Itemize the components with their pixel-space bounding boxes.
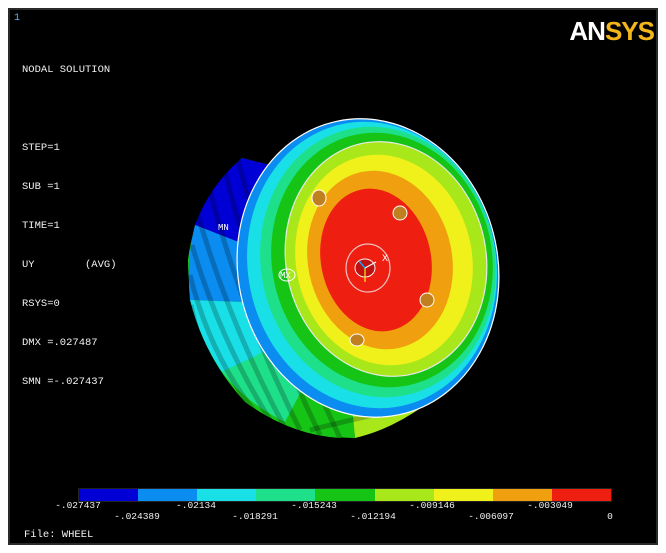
legend-swatch	[492, 489, 552, 501]
legend-swatch	[197, 489, 257, 501]
info-line: UY (AVG)	[22, 259, 117, 271]
info-line: DMX =.027487	[22, 337, 98, 349]
x-axis-label: X	[382, 254, 388, 265]
max-marker-label: MX	[280, 271, 291, 281]
contour-legend-bar	[78, 488, 612, 502]
legend-swatch	[79, 489, 139, 501]
info-line: TIME=1	[22, 220, 60, 232]
bolt-hole	[419, 292, 435, 308]
legend-tick: -.024389	[114, 511, 160, 522]
wheel-front-face	[236, 118, 500, 418]
info-line: SMN =-.027437	[22, 376, 104, 388]
window-number: 1	[14, 13, 21, 24]
ansys-graphics-window: 1 NODAL SOLUTION STEP=1 SUB =1 TIME=1 UY…	[8, 8, 658, 545]
legend-tick: 0	[607, 511, 613, 522]
legend-tick: -.003049	[527, 500, 573, 511]
legend-tick: -.02134	[176, 500, 216, 511]
bolt-hole	[349, 333, 365, 347]
legend-swatch	[433, 489, 493, 501]
min-marker-label: MN	[218, 223, 229, 233]
bolt-hole	[392, 205, 408, 221]
wheel-contour-plot[interactable]: X MN MX	[10, 10, 658, 480]
legend-tick: -.018291	[232, 511, 278, 522]
legend-tick: -.009146	[409, 500, 455, 511]
legend-swatch	[315, 489, 375, 501]
bolt-hole	[311, 189, 327, 207]
info-line: STEP=1	[22, 142, 60, 154]
info-line: SUB =1	[22, 181, 60, 193]
bolt-hole	[278, 268, 296, 282]
solution-info: NODAL SOLUTION STEP=1 SUB =1 TIME=1 UY (…	[22, 38, 117, 415]
legend-tick: -.006097	[468, 511, 514, 522]
legend-swatch	[374, 489, 434, 501]
legend-swatch	[551, 489, 611, 501]
info-line: RSYS=0	[22, 298, 60, 310]
file-label: File: WHEEL	[24, 529, 94, 541]
contour-legend-labels: -.027437 -.02134 -.015243 -.009146 -.003…	[10, 500, 656, 530]
legend-swatch	[138, 489, 198, 501]
info-line: NODAL SOLUTION	[22, 64, 111, 76]
legend-tick: -.012194	[350, 511, 396, 522]
ansys-logo: ANSYS	[569, 16, 655, 46]
legend-tick: -.027437	[55, 500, 101, 511]
legend-swatch	[256, 489, 316, 501]
legend-tick: -.015243	[291, 500, 337, 511]
